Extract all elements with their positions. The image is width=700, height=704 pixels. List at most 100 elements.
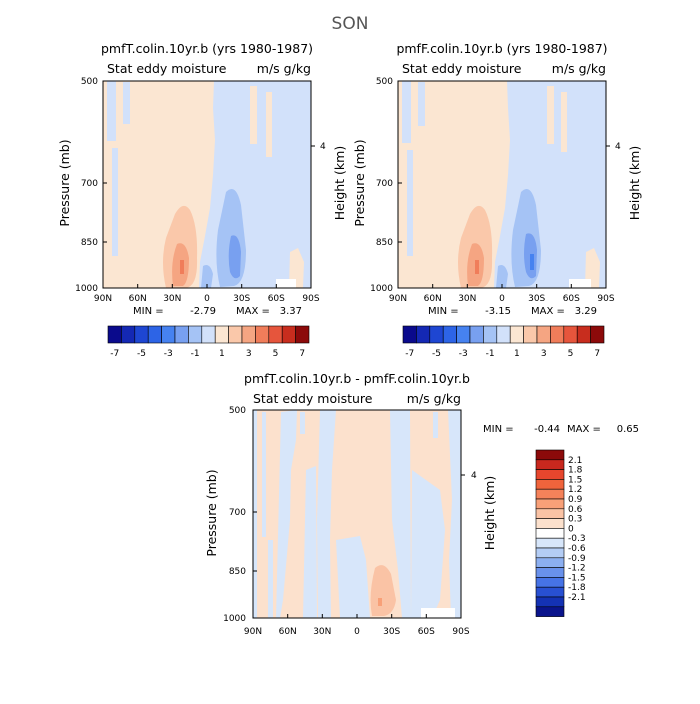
colorbar-swatch bbox=[535, 498, 565, 510]
x-axis: 90N 60N 30N 0 30S 60S 90S bbox=[94, 284, 320, 304]
colorbar-label: 5 bbox=[568, 349, 574, 359]
colorbar-label: -1 bbox=[191, 349, 200, 359]
negative-core bbox=[530, 254, 534, 270]
colorbar-swatch bbox=[535, 528, 565, 539]
colorbar-label: -0.6 bbox=[568, 544, 586, 554]
colorbar-swatch bbox=[535, 606, 565, 617]
max-value: 0.65 bbox=[617, 424, 639, 435]
min-value: -2.79 bbox=[190, 306, 216, 317]
colorbar-label: 7 bbox=[299, 349, 305, 359]
x-tick-label: 90S bbox=[302, 294, 319, 304]
colorbar: -7 -5 -3 -1 1 3 5 7 bbox=[107, 325, 310, 359]
positive-region bbox=[547, 86, 554, 144]
y-axis: 500 700 850 1000 bbox=[75, 77, 107, 294]
x-tick-label: 30N bbox=[313, 627, 331, 637]
negative-region bbox=[300, 412, 305, 434]
colorbar-swatch bbox=[456, 325, 471, 344]
negative-core bbox=[228, 235, 241, 279]
x-tick-label: 30S bbox=[383, 627, 400, 637]
y-axis: 500 700 850 1000 bbox=[370, 77, 402, 294]
colorbar-label: 0.6 bbox=[568, 505, 583, 515]
colorbar-swatch bbox=[483, 325, 498, 344]
y-tick-label: 500 bbox=[376, 77, 393, 87]
x-tick-label: 30S bbox=[233, 294, 250, 304]
positive-core bbox=[378, 598, 382, 606]
negative-core bbox=[201, 265, 213, 288]
colorbar-label: -7 bbox=[405, 349, 414, 359]
min-max-readout: MIN = -3.15 MAX = 3.29 bbox=[428, 306, 597, 317]
y-axis-label: Pressure (mb) bbox=[204, 469, 219, 556]
y-tick-label: 700 bbox=[229, 508, 246, 518]
y2-axis: 4 bbox=[606, 142, 621, 152]
x-axis: 90N 60N 30N 0 30S 60S 90S bbox=[389, 284, 615, 304]
colorbar: 2.11.81.51.20.90.60.30-0.3-0.6-0.9-1.2-1… bbox=[535, 449, 586, 617]
colorbar-swatch bbox=[535, 596, 565, 608]
negative-region bbox=[336, 536, 370, 618]
colorbar-swatch bbox=[255, 325, 270, 344]
x-tick-label: 60N bbox=[424, 294, 442, 304]
colorbar-swatch bbox=[241, 325, 256, 344]
x-axis: 90N 60N 30N 0 30S 60S 90S bbox=[244, 614, 470, 637]
colorbar-swatch bbox=[535, 488, 565, 500]
panel-title: pmfF.colin.10yr.b (yrs 1980-1987) bbox=[396, 41, 607, 56]
colorbar-swatch bbox=[416, 325, 431, 344]
y2-axis-label: Height (km) bbox=[332, 146, 347, 220]
x-tick-label: 90N bbox=[244, 627, 262, 637]
y2-tick-label: 4 bbox=[471, 471, 477, 481]
y2-axis: 4 bbox=[461, 471, 477, 481]
colorbar-swatch bbox=[295, 325, 310, 344]
max-value: 3.29 bbox=[575, 306, 597, 317]
x-tick-label: 60S bbox=[268, 294, 285, 304]
colorbar-swatch bbox=[161, 325, 176, 344]
figure-title: SON bbox=[332, 14, 369, 34]
negative-region bbox=[112, 148, 118, 256]
colorbar-label: 3 bbox=[541, 349, 547, 359]
y-tick-label: 1000 bbox=[370, 284, 393, 294]
positive-region bbox=[250, 86, 257, 144]
colorbar-swatch bbox=[535, 547, 565, 559]
colorbar-label: 1 bbox=[514, 349, 520, 359]
y-axis: 500 700 850 1000 bbox=[223, 406, 257, 624]
negative-region bbox=[107, 81, 116, 141]
negative-region bbox=[317, 410, 336, 618]
x-tick-label: 60N bbox=[129, 294, 147, 304]
y-tick-label: 500 bbox=[229, 406, 246, 416]
missing-region bbox=[569, 279, 591, 288]
colorbar-swatch bbox=[107, 325, 122, 344]
x-tick-label: 0 bbox=[499, 294, 505, 304]
positive-core bbox=[370, 565, 396, 616]
panel-pmft: pmfT.colin.10yr.b (yrs 1980-1987) Stat e… bbox=[57, 41, 347, 359]
colorbar-label: 3 bbox=[246, 349, 252, 359]
positive-region bbox=[289, 248, 304, 288]
negative-region bbox=[262, 412, 266, 537]
colorbar-swatch bbox=[147, 325, 162, 344]
panel-title: pmfT.colin.10yr.b (yrs 1980-1987) bbox=[101, 41, 313, 56]
colorbar-label: -2.1 bbox=[568, 593, 586, 603]
y2-axis: 4 bbox=[311, 142, 326, 152]
colorbar-swatch bbox=[590, 325, 605, 344]
colorbar-swatch bbox=[469, 325, 484, 344]
min-value: -0.44 bbox=[534, 424, 560, 435]
x-tick-label: 0 bbox=[354, 627, 360, 637]
x-tick-label: 30S bbox=[528, 294, 545, 304]
panel-left-label: Stat eddy moisture bbox=[253, 391, 373, 406]
negative-core bbox=[496, 265, 508, 288]
y2-tick-label: 4 bbox=[320, 142, 326, 152]
x-tick-label: 30N bbox=[163, 294, 181, 304]
colorbar-label: -5 bbox=[432, 349, 441, 359]
colorbar-swatch bbox=[214, 325, 229, 344]
min-label: MIN = bbox=[133, 306, 164, 317]
positive-region bbox=[585, 248, 600, 288]
panel-title: pmfT.colin.10yr.b - pmfF.colin.10yr.b bbox=[244, 371, 470, 386]
colorbar-swatch bbox=[535, 479, 565, 490]
colorbar-label: -0.3 bbox=[568, 534, 586, 544]
min-value: -3.15 bbox=[485, 306, 511, 317]
y-tick-label: 850 bbox=[229, 567, 246, 577]
colorbar-label: 2.1 bbox=[568, 456, 582, 466]
colorbar-swatch bbox=[281, 325, 296, 344]
negative-region bbox=[123, 82, 130, 124]
x-tick-label: 90S bbox=[597, 294, 614, 304]
colorbar-swatch bbox=[496, 325, 511, 344]
y2-axis-label: Height (km) bbox=[482, 476, 497, 550]
y-tick-label: 1000 bbox=[223, 614, 246, 624]
